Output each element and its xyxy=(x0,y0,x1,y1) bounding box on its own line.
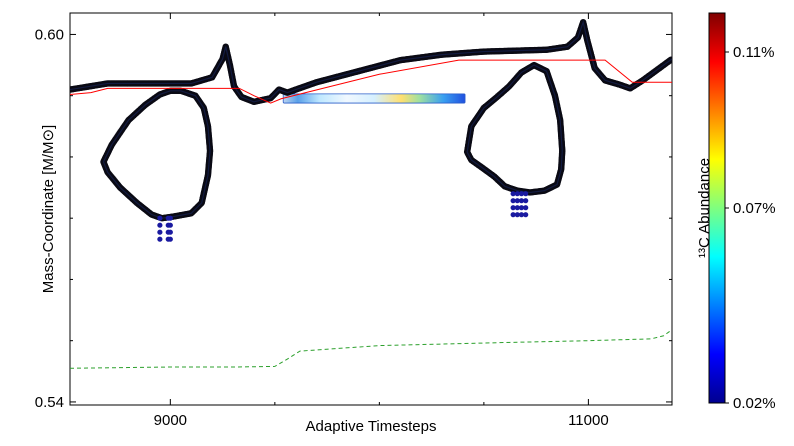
x-tick-label: 11000 xyxy=(568,412,609,429)
series-convective-loop-1-tint xyxy=(102,90,211,219)
loop1-drips xyxy=(157,215,173,242)
axis-ticks: 9000 11000 0.54 0.60 xyxy=(35,13,672,429)
loop2-drips xyxy=(510,191,529,218)
loop2-drips-dot xyxy=(510,212,516,218)
loop1-drips-dot xyxy=(167,236,173,242)
loop1-drips-dot xyxy=(167,229,173,235)
x-tick-label: 9000 xyxy=(154,412,187,429)
colorbar-tick-label: 0.07% xyxy=(733,200,776,217)
loop1-drips-dot xyxy=(167,222,173,228)
plot-frame xyxy=(69,12,673,406)
c13-pocket xyxy=(282,93,466,104)
loop1-drips-dot xyxy=(157,222,163,228)
loop2-drips-dot xyxy=(523,212,529,218)
loop2-drips-dot xyxy=(523,198,529,204)
loop2-drips-dot xyxy=(514,191,520,197)
y-axis-title: Mass-Coordinate [M/M⊙] xyxy=(40,125,57,293)
loop1-drips-dot xyxy=(157,229,163,235)
loop2-drips-dot xyxy=(510,198,516,204)
loop2-drips-dot xyxy=(510,205,516,211)
loop2-drips-dot xyxy=(518,198,525,204)
colorbar-tick-label: 0.02% xyxy=(733,395,776,412)
series-helium-free-core xyxy=(70,329,672,369)
y-tick-label: 0.54 xyxy=(35,394,64,411)
series-convective-loop-2-tint xyxy=(466,64,563,194)
loop1-drips-dot xyxy=(167,215,173,221)
series-convective-boundary-dots-tint xyxy=(70,19,672,103)
loop2-drips-dot xyxy=(510,191,516,197)
loop2-drips-dot xyxy=(518,191,525,197)
loop2-drips-dot xyxy=(518,212,525,218)
loop2-drips-dot xyxy=(523,205,529,211)
colorbar-tick-label: 0.11% xyxy=(733,44,774,61)
plot-area xyxy=(70,18,672,369)
loop2-drips-dot xyxy=(518,205,525,211)
loop1-drips-dot xyxy=(157,215,163,221)
y-tick-label: 0.60 xyxy=(35,26,64,43)
x-axis-title: Adaptive Timesteps xyxy=(306,418,437,435)
series-convective-loop-1-group xyxy=(100,87,214,222)
colorbar-ticks: 0.11% 0.07% 0.02% xyxy=(725,44,776,412)
loop2-drips-dot xyxy=(514,212,520,218)
loop2-drips-dot xyxy=(514,205,520,211)
colorbar-title: ¹³C Abundance xyxy=(696,158,713,258)
loop1-drips-dot xyxy=(157,236,163,242)
loop2-drips-dot xyxy=(514,198,520,204)
loop2-drips-dot xyxy=(523,191,529,197)
series-hydrogen-free-core xyxy=(70,59,672,104)
